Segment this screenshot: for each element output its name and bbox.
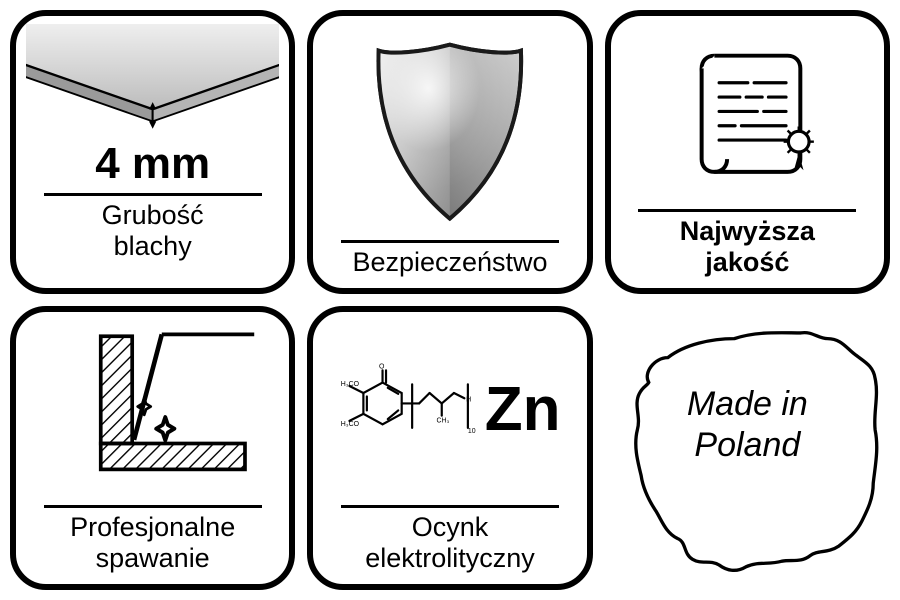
- card-quality: Najwyższa jakość: [605, 10, 890, 294]
- caption-line: spawanie: [96, 543, 210, 573]
- card-thickness: 4 mm Grubość blachy: [10, 10, 295, 294]
- card-safety: Bezpieczeństwo: [307, 10, 592, 294]
- welding-caption: Profesjonalne spawanie: [26, 512, 279, 574]
- svg-text:CH₃: CH₃: [437, 418, 450, 425]
- card-poland: Made in Poland: [605, 306, 890, 590]
- divider: [44, 193, 262, 196]
- zinc-caption: Ocynk elektrolityczny: [323, 512, 576, 574]
- safety-caption: Bezpieczeństwo: [323, 247, 576, 278]
- quality-caption: Najwyższa jakość: [621, 216, 874, 278]
- thickness-icon: [26, 24, 279, 141]
- zinc-icon: O H₃CO H₃CO CH₃ H 10 Zn: [323, 320, 576, 501]
- welding-icon: [26, 320, 279, 501]
- poland-line: Made in: [687, 385, 808, 423]
- divider: [638, 209, 856, 212]
- caption-line: Ocynk: [412, 512, 489, 542]
- svg-text:H₃CO: H₃CO: [341, 421, 360, 428]
- poland-label: Made in Poland: [605, 384, 890, 466]
- card-zinc: O H₃CO H₃CO CH₃ H 10 Zn Ocynk elektrolit…: [307, 306, 592, 590]
- caption-line: blachy: [114, 231, 192, 261]
- thickness-caption: Grubość blachy: [26, 200, 279, 262]
- svg-text:O: O: [380, 364, 386, 371]
- shield-icon: [323, 24, 576, 236]
- certificate-icon: [621, 24, 874, 205]
- card-welding: Profesjonalne spawanie: [10, 306, 295, 590]
- svg-text:H₃CO: H₃CO: [341, 381, 360, 388]
- caption-line: jakość: [705, 247, 789, 277]
- caption-line: Najwyższa: [680, 216, 815, 246]
- caption-line: Grubość: [102, 200, 204, 230]
- divider: [44, 505, 262, 508]
- divider: [341, 505, 559, 508]
- thickness-value: 4 mm: [95, 139, 210, 189]
- divider: [341, 240, 559, 243]
- svg-text:H: H: [467, 397, 472, 404]
- poland-line: Poland: [694, 426, 800, 464]
- caption-line: elektrolityczny: [365, 543, 535, 573]
- svg-text:10: 10: [468, 428, 476, 435]
- zinc-symbol: Zn: [485, 379, 561, 441]
- caption-line: Profesjonalne: [70, 512, 235, 542]
